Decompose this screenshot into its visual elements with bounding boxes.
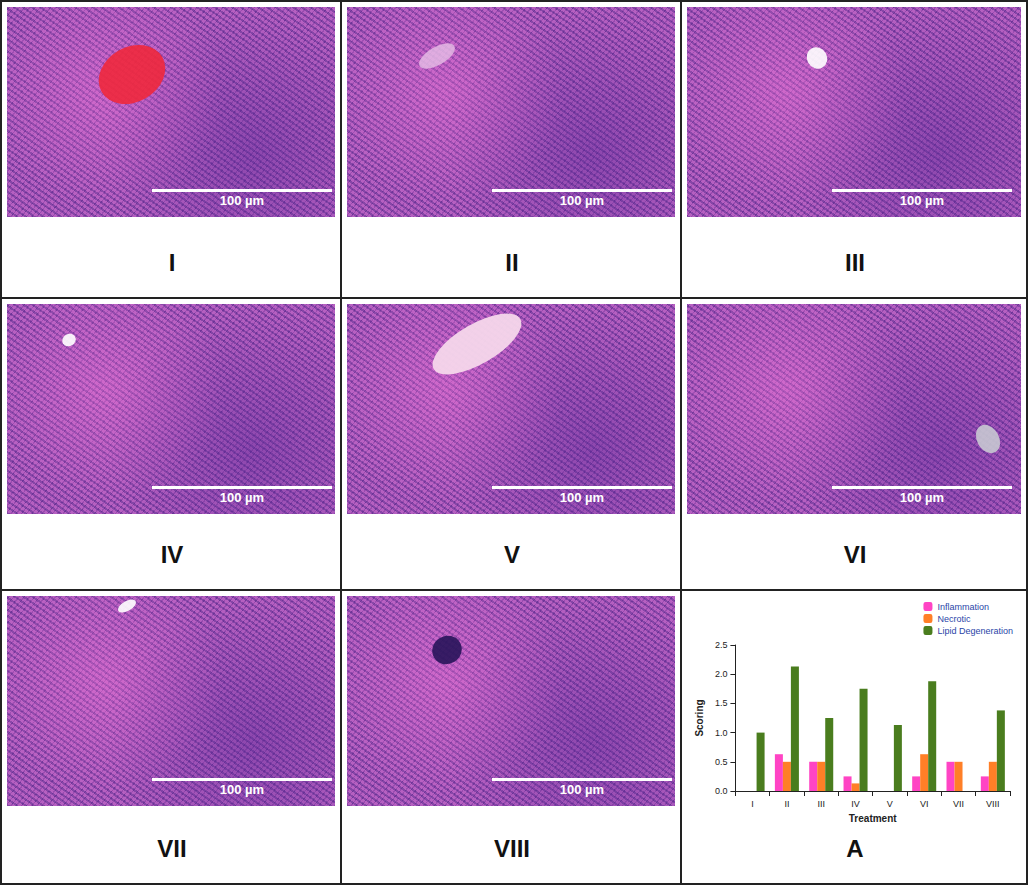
- html-text:100 µm: 100 µm: [899, 193, 945, 208]
- html-text:I: I: [168, 249, 176, 276]
- html-text:VIII: VIII: [494, 835, 530, 862]
- svg-text:Treatment: Treatment: [849, 813, 897, 824]
- html-text:100 µm: 100 µm: [559, 782, 605, 797]
- html-text:100 µm: 100 µm: [219, 490, 265, 505]
- html-text:100 µm: 100 µm: [899, 490, 945, 505]
- svg-text:Scoring: Scoring: [694, 699, 705, 736]
- svg-text:VIII: VIII: [986, 799, 1000, 809]
- svg-text:1.0: 1.0: [715, 728, 728, 738]
- html-text:100 µm: 100 µm: [219, 193, 265, 208]
- html-text:VII: VII: [157, 835, 187, 862]
- svg-text:VI: VI: [920, 799, 929, 809]
- svg-text:2.0: 2.0: [715, 669, 728, 679]
- svg-text:1.5: 1.5: [715, 698, 728, 708]
- svg-text:0.0: 0.0: [715, 786, 728, 796]
- html-text:A: A: [846, 835, 864, 862]
- html-text:100 µm: 100 µm: [219, 782, 265, 797]
- svg-text:Inflammation: Inflammation: [937, 602, 989, 612]
- svg-text:V: V: [887, 799, 893, 809]
- html-text:V: V: [504, 541, 520, 568]
- svg-text:VII: VII: [953, 799, 964, 809]
- svg-text:IV: IV: [851, 799, 860, 809]
- html-text:VI: VI: [843, 541, 867, 568]
- html-text:100 µm: 100 µm: [559, 490, 605, 505]
- svg-text:2.5: 2.5: [715, 640, 728, 650]
- svg-text:Necrotic: Necrotic: [937, 614, 971, 624]
- html-text:II: II: [505, 249, 519, 276]
- svg-text:III: III: [817, 799, 825, 809]
- svg-text:I: I: [751, 799, 754, 809]
- svg-text:Lipid Degeneration: Lipid Degeneration: [937, 626, 1013, 636]
- html-text:100 µm: 100 µm: [559, 193, 605, 208]
- svg-text:0.5: 0.5: [715, 757, 728, 767]
- svg-text:II: II: [784, 799, 789, 809]
- html-text:III: III: [845, 249, 865, 276]
- html-text:IV: IV: [160, 541, 184, 568]
